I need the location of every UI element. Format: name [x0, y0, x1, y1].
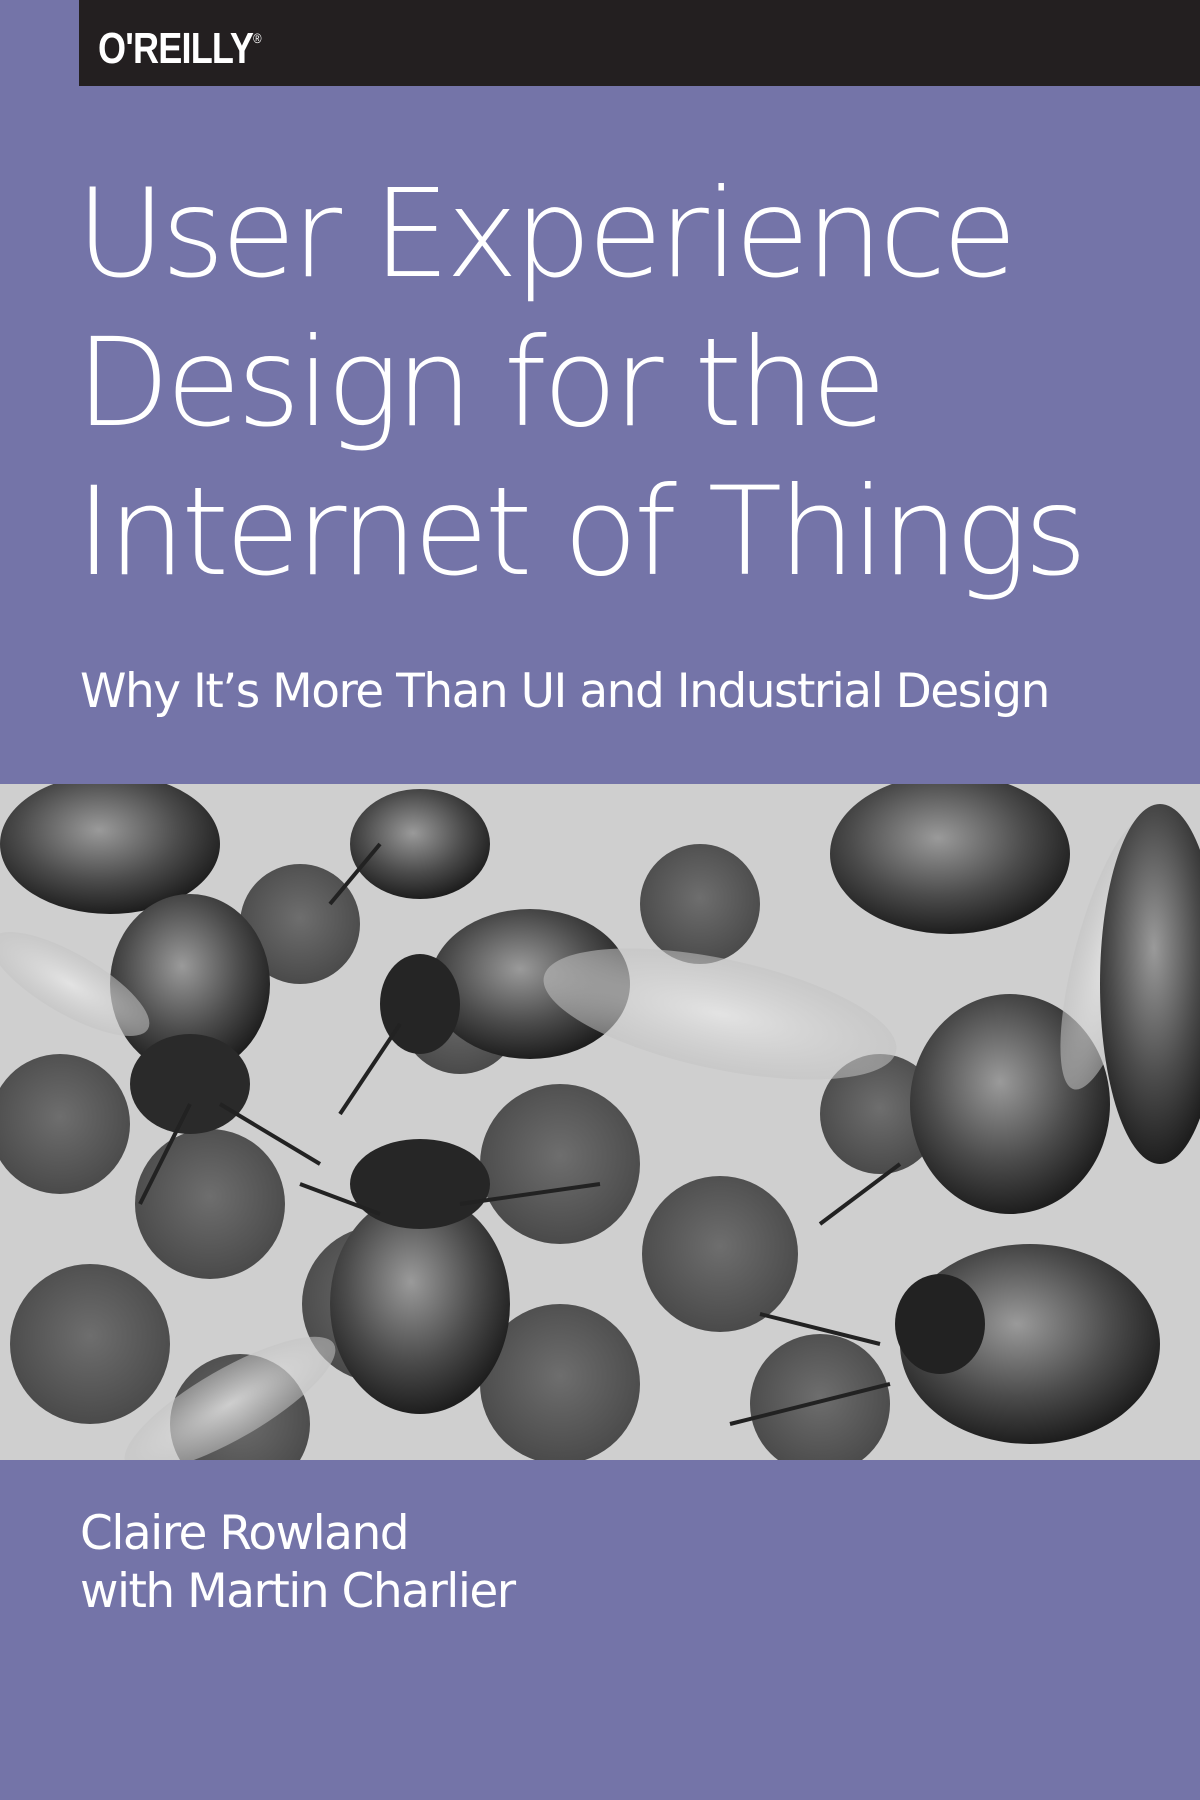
book-title: User Experience Design for the Internet … [76, 160, 1087, 607]
publisher-bar: O'REILLY® [79, 0, 1200, 86]
book-subtitle: Why It’s More Than UI and Industrial Des… [80, 664, 1050, 719]
title-line: Internet of Things [76, 461, 1087, 603]
bees-honeycomb-illustration [0, 784, 1200, 1460]
book-authors: Claire Rowland with Martin Charlier [80, 1505, 516, 1621]
title-line: User Experience [76, 163, 1017, 305]
author-primary: Claire Rowland [80, 1506, 410, 1561]
publisher-logo-text: O'REILLY [98, 24, 254, 73]
registered-mark: ® [253, 30, 261, 46]
author-secondary: with Martin Charlier [80, 1564, 516, 1619]
cover-photo-bees [0, 784, 1200, 1460]
title-line: Design for the [76, 312, 887, 454]
publisher-logo: O'REILLY® [98, 24, 262, 74]
